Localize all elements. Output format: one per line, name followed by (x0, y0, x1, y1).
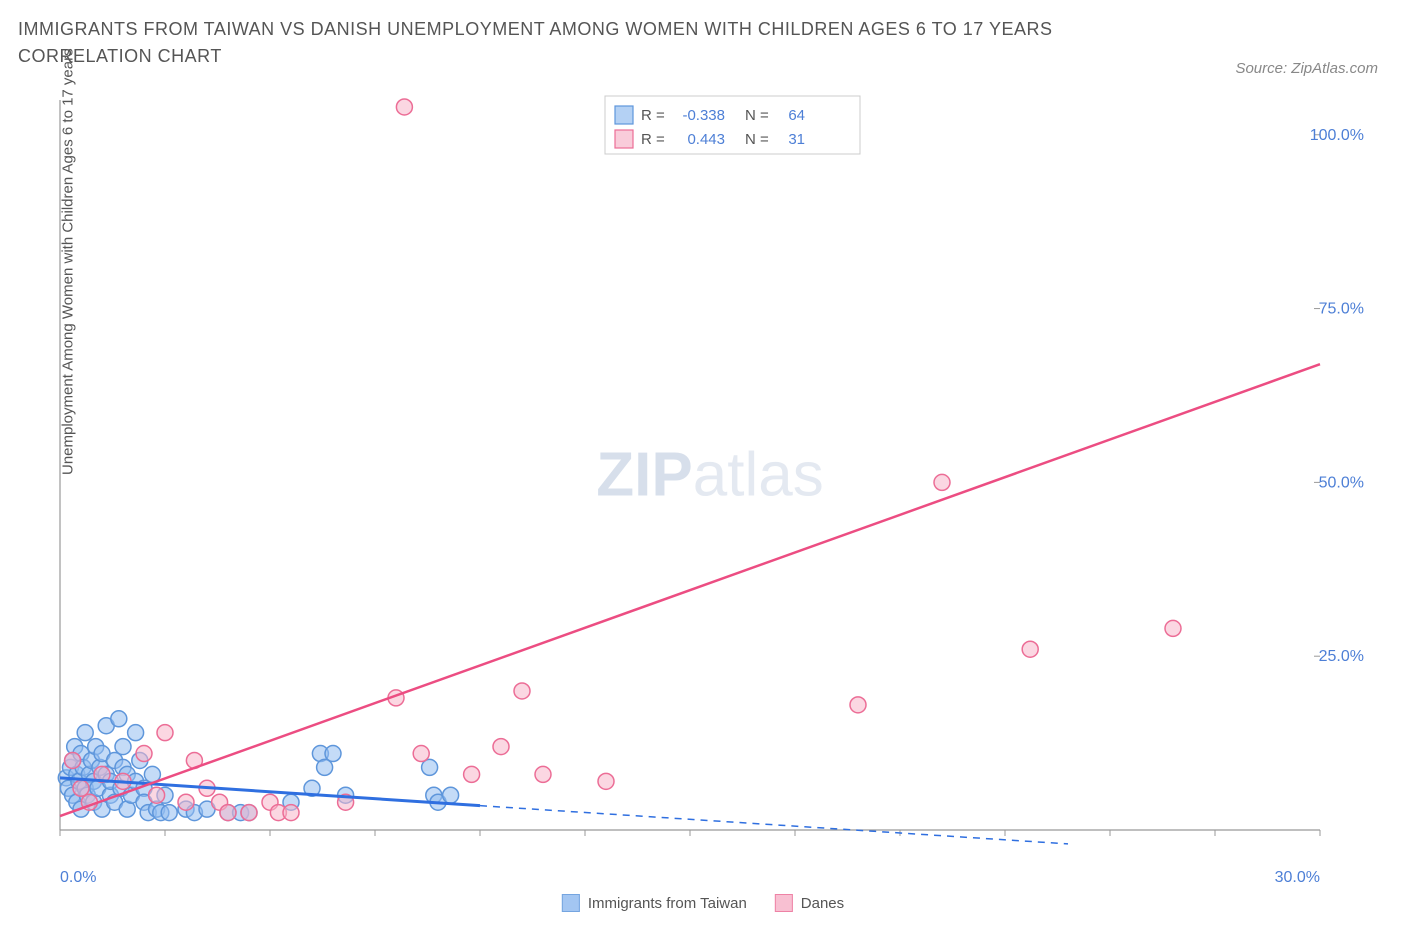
legend-swatch (562, 894, 580, 912)
y-tick-label: 50.0% (1319, 474, 1364, 491)
legend-label: Danes (801, 895, 844, 912)
svg-text:31: 31 (788, 131, 805, 148)
data-point (535, 766, 551, 782)
chart-title: IMMIGRANTS FROM TAIWAN VS DANISH UNEMPLO… (18, 16, 1138, 70)
data-point (1022, 641, 1038, 657)
data-point (161, 805, 177, 821)
legend-swatch (775, 894, 793, 912)
data-point (325, 746, 341, 762)
y-tick-label: 75.0% (1319, 301, 1364, 318)
data-point (128, 725, 144, 741)
data-point (514, 683, 530, 699)
svg-text:R =: R = (641, 107, 665, 124)
data-point (413, 746, 429, 762)
data-point (396, 99, 412, 115)
plot-area: Unemployment Among Women with Children A… (50, 90, 1370, 860)
data-point (317, 759, 333, 775)
data-point (598, 773, 614, 789)
data-point (422, 759, 438, 775)
data-point (149, 787, 165, 803)
y-tick-label: 25.0% (1319, 648, 1364, 665)
trend-line-dashed (480, 806, 1068, 844)
data-point (220, 805, 236, 821)
data-point (443, 787, 459, 803)
data-point (1165, 620, 1181, 636)
data-point (77, 725, 93, 741)
correlation-legend: R = -0.338 N = 64 R = 0.443 N = 31 (605, 96, 860, 154)
legend-label: Immigrants from Taiwan (588, 895, 747, 912)
y-tick-label: 100.0% (1310, 127, 1364, 144)
data-point (241, 805, 257, 821)
data-point (283, 805, 299, 821)
x-tick-label: 30.0% (1275, 869, 1320, 886)
data-point (464, 766, 480, 782)
svg-text:-0.338: -0.338 (682, 107, 725, 124)
svg-text:N =: N = (745, 131, 769, 148)
data-point (111, 711, 127, 727)
data-point (115, 739, 131, 755)
data-point (934, 474, 950, 490)
data-point (178, 794, 194, 810)
scatter-chart: 25.0%50.0%75.0%100.0%0.0%30.0%R =-0.338N… (50, 90, 1370, 860)
svg-text:0.443: 0.443 (687, 131, 725, 148)
x-tick-label: 0.0% (60, 869, 96, 886)
legend-item: Immigrants from Taiwan (562, 894, 747, 912)
svg-text:64: 64 (788, 107, 805, 124)
data-point (157, 725, 173, 741)
svg-text:R =: R = (641, 131, 665, 148)
legend-item: Danes (775, 894, 844, 912)
data-point (850, 697, 866, 713)
svg-text:N =: N = (745, 107, 769, 124)
data-point (65, 752, 81, 768)
data-point (136, 746, 152, 762)
data-point (493, 739, 509, 755)
bottom-legend: Immigrants from Taiwan Danes (562, 894, 844, 912)
trend-line (60, 364, 1320, 816)
source-label: Source: ZipAtlas.com (1235, 60, 1378, 77)
data-point (73, 780, 89, 796)
